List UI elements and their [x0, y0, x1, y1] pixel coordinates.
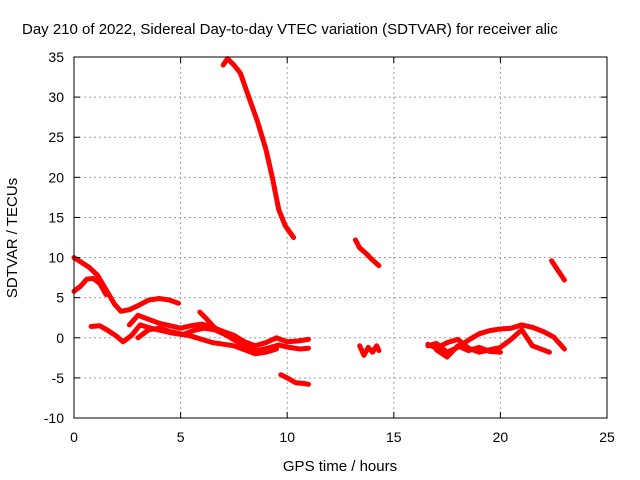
x-tick-label: 15: [386, 429, 402, 445]
series-track-f: [135, 325, 279, 357]
series-track-g: [197, 309, 228, 338]
x-tick-label: 20: [493, 429, 509, 445]
series-track-i: [352, 237, 382, 269]
series-track-h: [278, 372, 311, 387]
series-track-c: [71, 275, 109, 297]
series-track-n: [549, 258, 567, 283]
y-tick-label: 15: [48, 209, 64, 225]
x-axis-title: GPS time / hours: [283, 458, 397, 475]
y-tick-label: 35: [48, 49, 64, 65]
series-track-d: [88, 322, 311, 354]
plot-frame: [73, 56, 608, 419]
y-tick-label: 0: [56, 330, 64, 346]
x-tick-label: 5: [177, 429, 185, 445]
y-tick-label: 20: [48, 169, 64, 185]
gridlines: [74, 57, 607, 418]
series-track-k: [425, 322, 567, 355]
y-tick-label: -5: [52, 370, 65, 386]
chart-title: Day 210 of 2022, Sidereal Day-to-day VTE…: [22, 21, 558, 38]
y-tick-label: 10: [48, 250, 64, 266]
y-axis-title: SDTVAR / TECUs: [4, 178, 21, 298]
y-tick-label: 30: [48, 89, 64, 105]
y-tick-label: 25: [48, 129, 64, 145]
series-track-a: [220, 56, 297, 240]
y-tick-label: 5: [56, 290, 64, 306]
data-series: [71, 56, 567, 387]
axis-ticks: 0 5 10 15 20 25 -10 -5 0 5 10 15 20 25 30 35: [44, 49, 615, 445]
series-track-j: [357, 343, 382, 358]
series-track-m: [433, 343, 503, 360]
x-tick-label: 25: [599, 429, 615, 445]
series-track-b: [71, 255, 181, 314]
y-tick-label: -10: [44, 410, 64, 426]
x-tick-label: 10: [279, 429, 295, 445]
x-tick-label: 0: [70, 429, 78, 445]
